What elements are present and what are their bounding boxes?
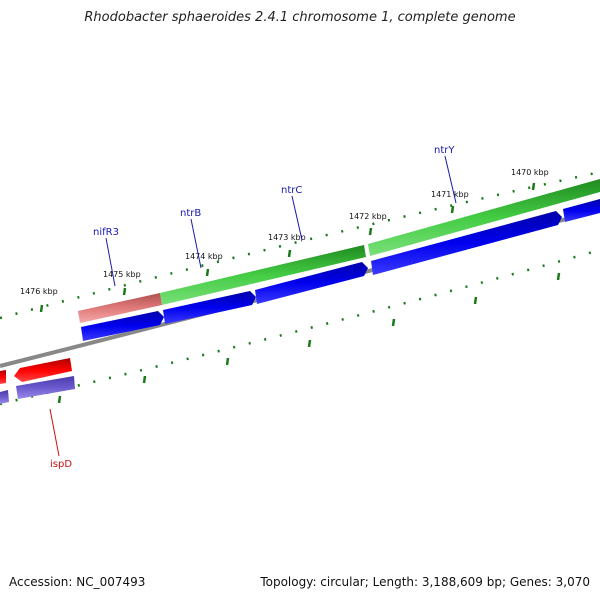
genome-summary: Topology: circular; Length: 3,188,609 bp… — [260, 575, 590, 589]
gene-label-nifR3[interactable]: nifR3 — [93, 227, 119, 238]
scale-label-1472: 1472 kbp — [349, 212, 387, 221]
cds-left-red-1[interactable] — [0, 370, 6, 384]
scale-label-1474: 1474 kbp — [185, 252, 223, 261]
scale-label-1470: 1470 kbp — [511, 168, 549, 177]
cds-left-purple-2[interactable] — [16, 376, 75, 399]
cds-ntrB[interactable] — [163, 291, 256, 324]
gene-label-ntrB[interactable]: ntrB — [180, 208, 201, 219]
cds-next[interactable] — [563, 199, 600, 222]
length-text: Length: 3,188,609 bp; — [372, 575, 507, 589]
scale-label-1476: 1476 kbp — [20, 287, 58, 296]
major-ticks-inner — [57, 272, 561, 404]
scale-label-1471: 1471 kbp — [431, 190, 469, 199]
map-title: Rhodobacter sphaeroides 2.4.1 chromosome… — [84, 10, 516, 25]
topology-text: Topology: circular; — [260, 575, 369, 589]
gene-count-text: Genes: 3,070 — [509, 575, 590, 589]
green-feature-band-1[interactable] — [160, 245, 366, 305]
scale-label-1475: 1475 kbp — [103, 270, 141, 279]
cds-left-purple-1[interactable] — [0, 390, 9, 404]
gene-label-leaders — [49, 155, 457, 457]
major-ticks-outer — [39, 182, 536, 313]
cds-ntrC[interactable] — [255, 262, 368, 304]
gene-label-ispD[interactable]: ispD — [50, 459, 72, 470]
accession-text: Accession: NC_007493 — [9, 575, 146, 589]
cds-ntrY[interactable] — [371, 211, 562, 275]
gene-label-ntrY[interactable]: ntrY — [434, 145, 455, 156]
cds-nifR3[interactable] — [81, 311, 164, 341]
pink-feature-band[interactable] — [78, 293, 162, 323]
green-feature-band-2[interactable] — [368, 179, 600, 256]
scale-label-1473: 1473 kbp — [268, 233, 306, 242]
gene-label-ntrC[interactable]: ntrC — [281, 185, 302, 196]
cds-ispD[interactable] — [14, 358, 72, 382]
